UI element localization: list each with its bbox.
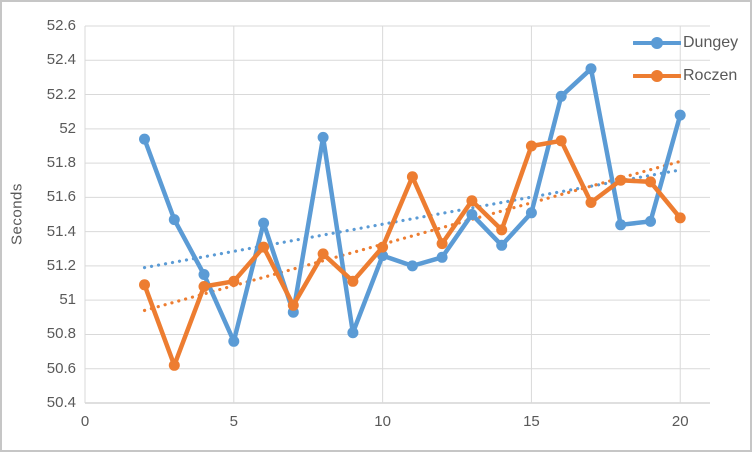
legend-item-dungey[interactable]: Dungey: [633, 26, 738, 59]
y-tick-label: 51.6: [46, 188, 76, 206]
trendline-roczen: [142, 159, 682, 313]
data-point-roczen: [287, 299, 299, 311]
data-point-roczen: [317, 248, 329, 260]
x-tick-label: 15: [523, 413, 540, 430]
data-point-roczen: [555, 135, 567, 147]
y-tick-label: 50.6: [46, 359, 76, 377]
data-point-roczen: [347, 275, 359, 287]
data-point-roczen: [198, 281, 210, 292]
data-point-roczen: [228, 275, 240, 287]
data-point-dungey: [198, 269, 210, 280]
x-tick-label: 20: [671, 413, 689, 430]
y-tick-label: 52.6: [46, 17, 76, 34]
y-tick-label: 51: [59, 291, 76, 309]
dungey-series-icon: [633, 36, 681, 49]
y-tick-label: 52: [59, 119, 76, 137]
y-tick-label: 51.8: [46, 154, 76, 172]
legend-label-dungey: Dungey: [683, 33, 739, 51]
data-point-dungey: [645, 215, 656, 227]
data-point-dungey: [615, 219, 627, 231]
data-point-roczen: [406, 171, 418, 183]
legend: Dungey Roczen: [633, 26, 738, 92]
x-axis-tick-labels: 0 5 10 15 20: [2, 413, 750, 435]
legend-item-roczen[interactable]: Roczen: [633, 59, 738, 92]
data-point-roczen: [436, 238, 448, 250]
y-tick-label: 51.2: [46, 256, 76, 274]
data-point-roczen: [615, 174, 627, 186]
data-point-dungey: [525, 207, 537, 219]
x-tick-label: 5: [229, 413, 238, 430]
data-point-roczen: [258, 241, 270, 253]
data-point-dungey: [168, 214, 180, 226]
chart-canvas: [84, 25, 710, 404]
data-point-roczen: [496, 224, 508, 236]
data-point-roczen: [466, 195, 478, 207]
data-point-dungey: [347, 327, 359, 339]
data-point-roczen: [525, 140, 537, 152]
data-point-dungey: [258, 217, 270, 229]
y-tick-label: 50.4: [46, 394, 76, 411]
data-point-dungey: [317, 131, 329, 143]
data-point-dungey: [555, 90, 567, 102]
data-point-dungey: [466, 209, 478, 220]
data-point-dungey: [496, 239, 508, 251]
y-tick-label: 50.8: [46, 325, 76, 343]
y-tick-label: 52.4: [46, 51, 76, 69]
roczen-series-icon: [633, 69, 681, 82]
plot-area: [84, 25, 710, 404]
data-point-dungey: [585, 63, 597, 75]
x-tick-label: 0: [80, 413, 90, 430]
data-point-dungey: [139, 133, 150, 145]
y-axis-tick-labels: 50.4 50.6 50.8 51 51.2 51.4 51.6 51.8 52 52.2 52.4…: [2, 2, 76, 450]
legend-label-roczen: Roczen: [683, 66, 738, 84]
data-point-roczen: [377, 241, 389, 253]
data-point-roczen: [674, 212, 686, 224]
data-point-roczen: [139, 279, 150, 291]
data-point-dungey: [406, 260, 418, 272]
x-tick-label: 10: [374, 413, 391, 430]
data-point-dungey: [228, 335, 240, 347]
trendline-dungey: [142, 168, 682, 270]
data-point-roczen: [585, 197, 597, 208]
data-point-dungey: [674, 109, 686, 121]
y-tick-label: 52.2: [46, 85, 76, 103]
y-tick-label: 51.4: [46, 222, 76, 240]
data-point-dungey: [436, 251, 448, 263]
data-point-roczen: [645, 176, 656, 188]
data-point-roczen: [168, 359, 180, 371]
